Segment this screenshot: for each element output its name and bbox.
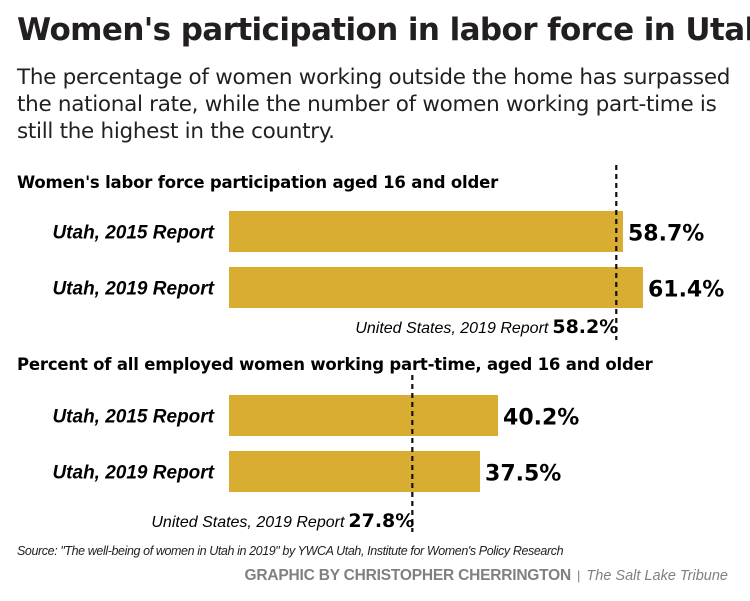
reference-value-label: 27.8%: [348, 510, 414, 532]
source-note: Source: "The well-being of women in Utah…: [17, 544, 564, 558]
page-title: Women's participation in labor force in …: [17, 12, 750, 48]
chart-2-title: Percent of all employed women working pa…: [17, 355, 653, 374]
category-label: Utah, 2015 Report: [52, 407, 214, 428]
category-label: Utah, 2015 Report: [52, 223, 214, 244]
graphic-credit: GRAPHIC BY CHRISTOPHER CHERRINGTON: [244, 567, 572, 584]
reference-label: United States, 2019 Report: [355, 320, 549, 337]
publication-name: The Salt Lake Tribune: [586, 568, 728, 584]
bar: [229, 451, 481, 492]
data-label: 40.2%: [503, 406, 579, 431]
subtitle: The percentage of women working outside …: [17, 65, 731, 144]
category-label: Utah, 2019 Report: [52, 279, 214, 300]
data-label: 58.7%: [628, 222, 704, 247]
data-label: 61.4%: [648, 278, 724, 303]
bar: [229, 395, 499, 436]
chart-1-title: Women's labor force participation aged 1…: [17, 173, 499, 192]
bar: [229, 267, 643, 308]
bar: [229, 211, 623, 252]
category-label: Utah, 2019 Report: [52, 463, 214, 484]
data-label: 37.5%: [485, 462, 561, 487]
credit-line: GRAPHIC BY CHRISTOPHER CHERRINGTON | The S…: [245, 567, 728, 585]
reference-label: United States, 2019 Report: [151, 514, 345, 531]
reference-value-label: 58.2%: [552, 316, 618, 338]
credit-separator: |: [577, 568, 581, 583]
